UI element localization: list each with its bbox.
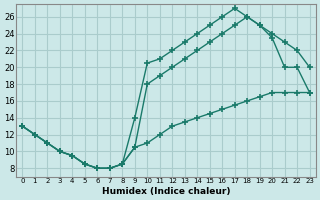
X-axis label: Humidex (Indice chaleur): Humidex (Indice chaleur) bbox=[102, 187, 230, 196]
